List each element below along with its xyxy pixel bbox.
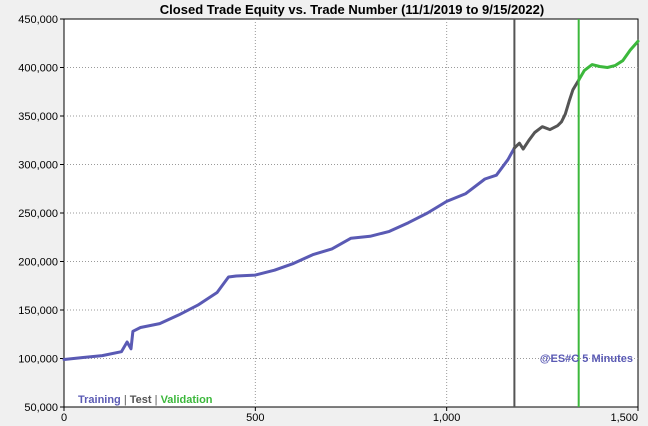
legend-entry-test: Test — [130, 394, 152, 406]
y-axis-ticks: 50,000 100,000 150,000 200,000 250,000 300,00… — [18, 14, 64, 414]
x-tick-label: 500 — [246, 412, 264, 424]
y-tick-label: 100,000 — [18, 354, 58, 366]
y-tick-label: 250,000 — [18, 208, 58, 220]
y-tick-label: 300,000 — [18, 160, 58, 172]
symbol-annotation: @ES#C 5 Minutes — [540, 353, 633, 365]
y-tick-label: 150,000 — [18, 305, 58, 317]
x-tick-label: 1,500 — [610, 412, 638, 424]
series-line-training — [62, 146, 516, 361]
legend-entry-training: Training — [78, 394, 121, 406]
legend-separator: | — [121, 394, 130, 406]
plot-area — [63, 18, 639, 408]
boundary-lines — [513, 19, 580, 407]
y-tick-label: 200,000 — [18, 257, 58, 269]
series-line-test — [512, 78, 581, 151]
chart-title: Closed Trade Equity vs. Trade Number (11… — [160, 2, 544, 17]
legend-separator: | — [152, 394, 161, 406]
y-tick-label: 50,000 — [24, 402, 58, 414]
legend-entry-validation: Validation — [161, 394, 213, 406]
chart-legend: Training | Test | Validation — [78, 394, 213, 406]
series-lines — [62, 39, 640, 361]
y-tick-label: 400,000 — [18, 63, 58, 75]
x-tick-label: 1,000 — [433, 412, 461, 424]
x-axis-ticks: 0 500 1,000 1,500 — [61, 407, 639, 424]
y-tick-label: 450,000 — [18, 14, 58, 26]
x-tick-label: 0 — [61, 412, 67, 424]
y-tick-label: 350,000 — [18, 111, 58, 123]
series-line-validation — [577, 39, 640, 82]
